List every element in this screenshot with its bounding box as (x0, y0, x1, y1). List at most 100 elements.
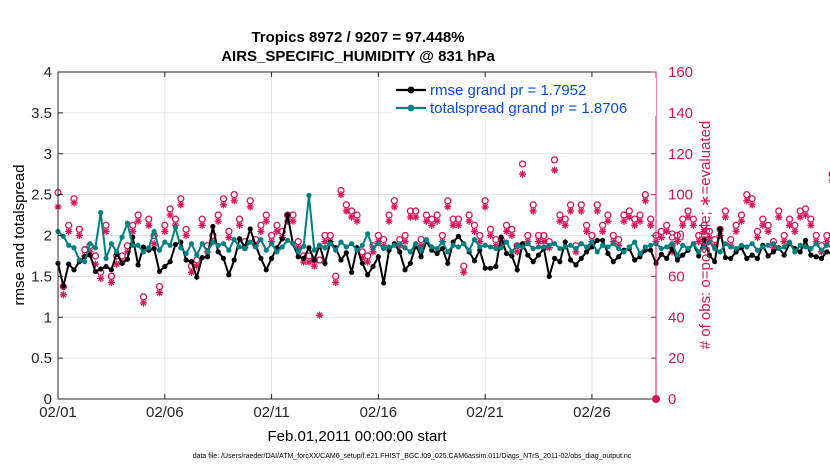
totalspread-point (317, 242, 323, 248)
obs-evaluated-point (764, 227, 772, 236)
obs-evaluated-point (529, 207, 537, 215)
totalspread-point (701, 244, 707, 250)
rmse-point (680, 252, 686, 258)
totalspread-point (578, 241, 584, 247)
rmse-point (397, 249, 403, 255)
totalspread-point (306, 192, 312, 199)
obs-evaluated-point (673, 238, 681, 246)
totalspread-point (637, 250, 643, 257)
obs-evaluated-point (70, 199, 78, 207)
totalspread-point (546, 242, 552, 248)
totalspread-point (674, 252, 680, 258)
obs-evaluated-point (561, 221, 569, 229)
obs-evaluated-point (465, 217, 473, 225)
totalspread-point (290, 241, 296, 247)
obs-evaluated-point (385, 217, 393, 225)
obs-evaluated-point (620, 217, 628, 225)
totalspread-point (295, 249, 301, 255)
totalspread-point (802, 244, 809, 250)
obs-evaluated-point (780, 238, 788, 246)
obs-possible-point (759, 215, 767, 223)
totalspread-point (263, 247, 269, 253)
rmse-point (370, 263, 376, 270)
obs-evaluated-point (321, 238, 329, 246)
obs-evaluated-point (631, 221, 639, 229)
totalspread-point (87, 241, 93, 247)
totalspread-point (268, 241, 275, 247)
totalspread-point (632, 239, 638, 245)
obs-evaluated-point (257, 227, 265, 236)
obs-evaluated-point (139, 299, 148, 307)
obs-evaluated-point (198, 221, 206, 229)
totalspread-point (717, 249, 723, 255)
rmse-point (696, 253, 702, 259)
totalspread-point (359, 242, 365, 248)
rmse-point (311, 257, 317, 263)
obs-evaluated-point (214, 217, 222, 225)
totalspread-point (333, 247, 339, 253)
totalspread-point (610, 241, 616, 247)
totalspread-point (434, 245, 440, 252)
totalspread-point (338, 239, 344, 245)
totalspread-point (664, 244, 670, 250)
totalspread-point (418, 247, 424, 253)
legend-spread-marker (407, 104, 415, 112)
y-tick-label: 0 (44, 391, 52, 408)
obs-possible-point (828, 171, 830, 178)
totalspread-point (354, 247, 360, 253)
rmse-point (770, 249, 777, 255)
totalspread-point (557, 245, 563, 252)
totalspread-point (493, 245, 499, 252)
totalspread-point (813, 241, 819, 247)
totalspread-point (402, 245, 408, 251)
totalspread-point (172, 224, 179, 230)
totalspread-point (690, 241, 696, 247)
rmse-point (535, 252, 542, 258)
rmse-point (445, 260, 451, 266)
totalspread-point (765, 242, 771, 248)
totalspread-point (589, 239, 595, 245)
totalspread-point (808, 245, 814, 252)
totalspread-point (429, 244, 435, 250)
obs-evaluated-point (486, 231, 495, 240)
rmse-point (295, 254, 301, 260)
totalspread-point (450, 242, 456, 248)
rmse-point (103, 263, 109, 270)
obs-evaluated-point (807, 221, 815, 229)
rmse-point (701, 236, 707, 243)
obs-evaluated-point (470, 227, 479, 236)
totalspread-point (658, 245, 664, 252)
totalspread-point (130, 242, 136, 248)
y-tick-label: 2 (44, 228, 52, 245)
totalspread-point (642, 244, 648, 250)
obs-evaluated-point (182, 231, 190, 240)
totalspread-point (669, 241, 675, 247)
rmse-point (487, 265, 494, 271)
totalspread-point (482, 242, 488, 248)
y2-tick-label: 0 (668, 391, 676, 408)
rmse-point (349, 269, 355, 275)
totalspread-point (423, 236, 430, 243)
rmse-point (551, 255, 558, 261)
obs-evaluated-point (577, 207, 585, 215)
totalspread-point (509, 249, 515, 255)
rmse-point (781, 252, 787, 258)
rmse-point (802, 237, 809, 244)
obs-evaluated-point (219, 201, 228, 209)
rmse-point (797, 249, 803, 255)
obs-evaluated-point (796, 213, 804, 221)
obs-evaluated-point (433, 217, 441, 225)
y2-tick-label: 60 (668, 268, 685, 285)
obs-possible-point (518, 160, 527, 168)
obs-evaluated-point (289, 217, 297, 225)
totalspread-point (311, 247, 317, 253)
totalspread-point (760, 244, 766, 250)
totalspread-point (781, 244, 787, 250)
totalspread-point (210, 239, 216, 245)
rmse-point (658, 251, 664, 257)
rmse-point (407, 260, 413, 266)
totalspread-point (525, 241, 531, 247)
rmse-point (530, 259, 536, 265)
rmse-point (728, 255, 734, 261)
totalspread-point (386, 244, 392, 250)
